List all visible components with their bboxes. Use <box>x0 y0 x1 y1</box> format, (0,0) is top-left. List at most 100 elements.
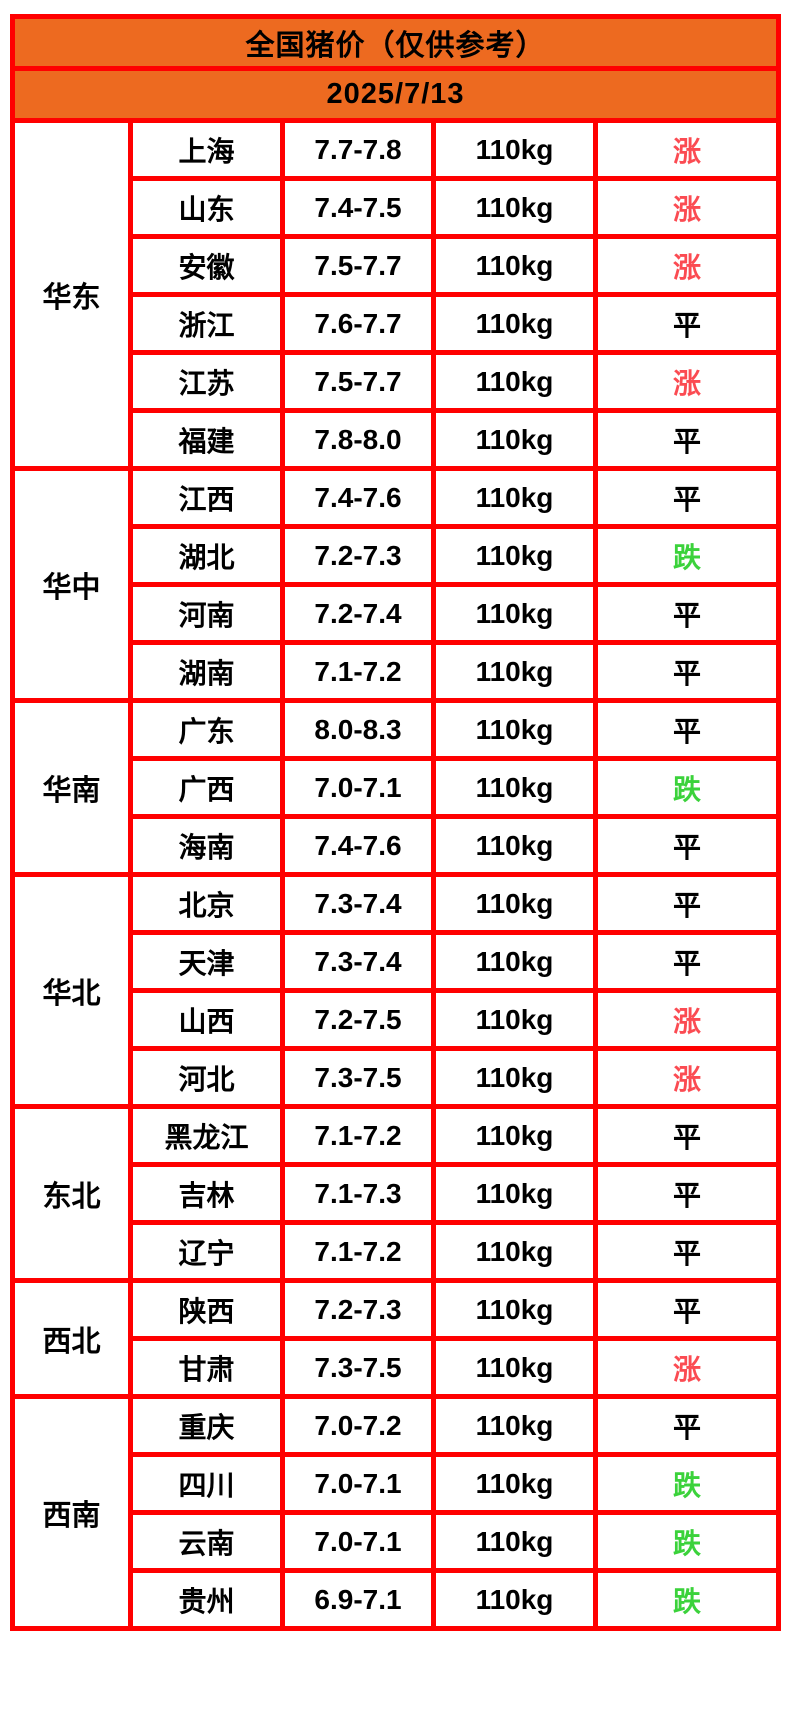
weight-cell: 110kg <box>431 466 598 529</box>
trend-cell: 平 <box>592 1162 782 1225</box>
trend-cell: 平 <box>592 1104 782 1167</box>
weight-cell: 110kg <box>431 814 598 877</box>
price-cell: 7.2-7.3 <box>280 524 436 587</box>
date-row: 2025/7/13 <box>9 66 782 123</box>
region-cell: 东北 <box>10 1104 133 1283</box>
price-cell: 7.6-7.7 <box>280 292 436 355</box>
price-cell: 7.5-7.7 <box>280 350 436 413</box>
province-cell: 河北 <box>128 1046 285 1109</box>
weight-cell: 110kg <box>431 1162 598 1225</box>
table-date: 2025/7/13 <box>9 66 782 123</box>
trend-cell: 平 <box>592 814 782 877</box>
trend-cell: 涨 <box>592 176 782 239</box>
trend-cell: 跌 <box>592 1510 782 1573</box>
province-cell: 海南 <box>128 814 285 877</box>
weight-cell: 110kg <box>431 1046 598 1109</box>
trend-cell: 平 <box>592 292 782 355</box>
price-cell: 7.0-7.1 <box>280 1452 436 1515</box>
weight-cell: 110kg <box>431 1568 598 1631</box>
table-row: 海南 7.4-7.6 110kg 平 <box>13 814 782 877</box>
price-cell: 7.5-7.7 <box>280 234 436 297</box>
trend-cell: 跌 <box>592 1452 782 1515</box>
price-cell: 7.3-7.4 <box>280 930 436 993</box>
table-row: 江苏 7.5-7.7 110kg 涨 <box>13 350 782 413</box>
region-cell: 西南 <box>10 1394 133 1631</box>
trend-cell: 平 <box>592 1220 782 1283</box>
trend-cell: 涨 <box>592 350 782 413</box>
trend-cell: 平 <box>592 872 782 935</box>
province-cell: 江苏 <box>128 350 285 413</box>
table-row: 安徽 7.5-7.7 110kg 涨 <box>13 234 782 297</box>
price-cell: 7.0-7.1 <box>280 1510 436 1573</box>
weight-cell: 110kg <box>431 1452 598 1515</box>
weight-cell: 110kg <box>431 1104 598 1167</box>
table-row: 河北 7.3-7.5 110kg 涨 <box>13 1046 782 1109</box>
trend-cell: 平 <box>592 698 782 761</box>
table-row: 东北 黑龙江 7.1-7.2 110kg 平 <box>10 1104 782 1283</box>
province-cell: 河南 <box>128 582 285 645</box>
weight-cell: 110kg <box>431 350 598 413</box>
trend-cell: 平 <box>592 640 782 703</box>
weight-cell: 110kg <box>431 1278 598 1341</box>
weight-cell: 110kg <box>431 408 598 471</box>
weight-cell: 110kg <box>431 118 598 181</box>
trend-cell: 平 <box>592 466 782 529</box>
price-cell: 7.3-7.5 <box>280 1046 436 1109</box>
trend-cell: 平 <box>592 1278 782 1341</box>
province-cell: 浙江 <box>128 292 285 355</box>
table-row: 山东 7.4-7.5 110kg 涨 <box>13 176 782 239</box>
price-cell: 7.4-7.6 <box>280 466 436 529</box>
region-cell: 华中 <box>10 466 133 703</box>
region-cell: 华东 <box>10 118 133 471</box>
price-cell: 7.2-7.4 <box>280 582 436 645</box>
province-cell: 北京 <box>128 872 285 935</box>
price-cell: 7.0-7.1 <box>280 756 436 819</box>
trend-cell: 涨 <box>592 1046 782 1109</box>
table-row: 福建 7.8-8.0 110kg 平 <box>13 408 782 471</box>
province-cell: 贵州 <box>128 1568 285 1631</box>
province-cell: 天津 <box>128 930 285 993</box>
trend-cell: 跌 <box>592 524 782 587</box>
table-row: 华中 江西 7.4-7.6 110kg 平 <box>10 466 782 703</box>
province-cell: 福建 <box>128 408 285 471</box>
price-cell: 7.2-7.3 <box>280 1278 436 1341</box>
weight-cell: 110kg <box>431 640 598 703</box>
province-cell: 山西 <box>128 988 285 1051</box>
trend-cell: 涨 <box>592 234 782 297</box>
weight-cell: 110kg <box>431 1220 598 1283</box>
table-row: 四川 7.0-7.1 110kg 跌 <box>13 1452 782 1515</box>
province-cell: 云南 <box>128 1510 285 1573</box>
province-cell: 黑龙江 <box>128 1104 285 1167</box>
province-cell: 吉林 <box>128 1162 285 1225</box>
province-cell: 江西 <box>128 466 285 529</box>
table-row: 河南 7.2-7.4 110kg 平 <box>13 582 782 645</box>
weight-cell: 110kg <box>431 234 598 297</box>
weight-cell: 110kg <box>431 292 598 355</box>
title-row: 全国猪价（仅供参考） <box>9 14 782 71</box>
region-cell: 西北 <box>10 1278 133 1399</box>
province-cell: 广西 <box>128 756 285 819</box>
trend-cell: 涨 <box>592 118 782 181</box>
province-cell: 陕西 <box>128 1278 285 1341</box>
province-cell: 湖南 <box>128 640 285 703</box>
trend-cell: 平 <box>592 1394 782 1457</box>
region-cell: 华南 <box>10 698 133 877</box>
page: 全国猪价（仅供参考） 2025/7/13 华东 上海 7.7-7.8 110kg 涨山东… <box>9 14 782 1631</box>
weight-cell: 110kg <box>431 524 598 587</box>
weight-cell: 110kg <box>431 872 598 935</box>
pig-price-table: 全国猪价（仅供参考） 2025/7/13 华东 上海 7.7-7.8 110kg 涨山东… <box>9 14 782 1631</box>
table-row: 云南 7.0-7.1 110kg 跌 <box>13 1510 782 1573</box>
price-cell: 6.9-7.1 <box>280 1568 436 1631</box>
table-row: 湖南 7.1-7.2 110kg 平 <box>13 640 782 703</box>
price-cell: 7.1-7.2 <box>280 640 436 703</box>
table-title: 全国猪价（仅供参考） <box>9 14 782 71</box>
weight-cell: 110kg <box>431 176 598 239</box>
price-cell: 8.0-8.3 <box>280 698 436 761</box>
table-row: 湖北 7.2-7.3 110kg 跌 <box>13 524 782 587</box>
region-cell: 华北 <box>10 872 133 1109</box>
province-cell: 辽宁 <box>128 1220 285 1283</box>
weight-cell: 110kg <box>431 756 598 819</box>
trend-cell: 跌 <box>592 756 782 819</box>
price-cell: 7.1-7.2 <box>280 1220 436 1283</box>
province-cell: 广东 <box>128 698 285 761</box>
